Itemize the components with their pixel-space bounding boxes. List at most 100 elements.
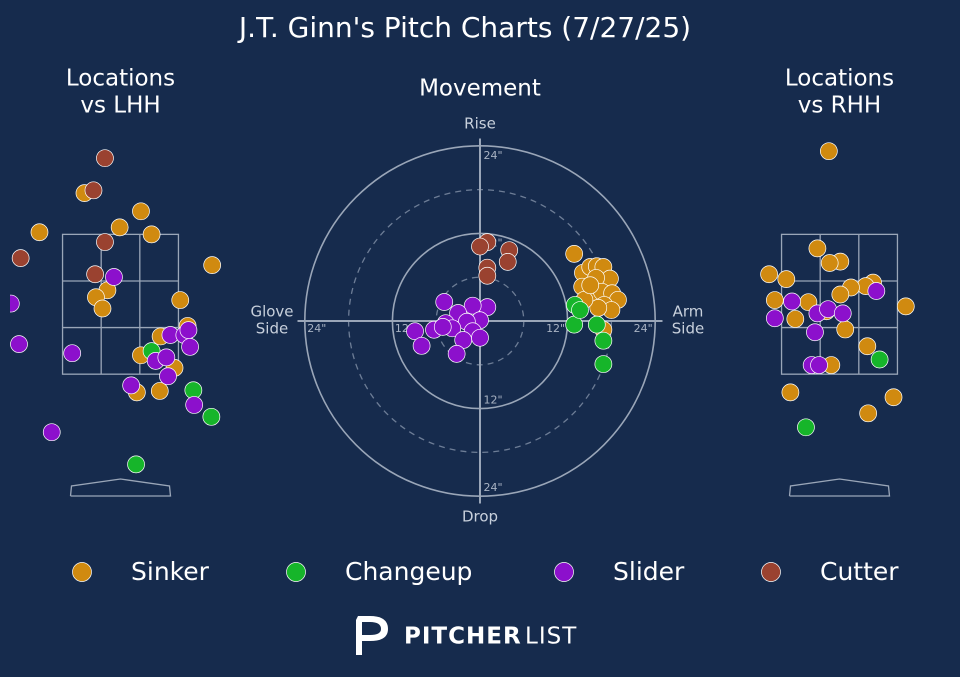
- pitch-point: [202, 407, 221, 426]
- pitch-point: [142, 225, 161, 244]
- pitch-point: [179, 321, 198, 339]
- ring-label: 24": [483, 149, 502, 162]
- ring-label: 12": [483, 394, 502, 407]
- points: [760, 142, 915, 437]
- pitch-point: [127, 455, 145, 474]
- pitch-point: [63, 344, 82, 363]
- pitch-point: [810, 356, 828, 374]
- legend-marker: [761, 562, 781, 582]
- axis-label: Side: [672, 320, 704, 338]
- ring-label: 24": [307, 322, 326, 335]
- pitch-point: [86, 265, 104, 284]
- chart-title: J.T. Ginn's Pitch Charts (7/27/25): [237, 11, 691, 44]
- pitch-point: [831, 285, 850, 304]
- pitch-point: [581, 276, 600, 295]
- pitch-point: [406, 322, 424, 341]
- pitch-point: [150, 382, 169, 400]
- legend-label: Sinker: [131, 557, 210, 586]
- points: [10, 149, 222, 474]
- pitch-point: [594, 355, 613, 373]
- points: [406, 233, 627, 373]
- panel-title: Movement: [419, 76, 541, 102]
- ring-label: 12": [546, 322, 565, 335]
- pitch-point: [96, 233, 114, 251]
- pitch-point: [471, 237, 489, 256]
- pitch-point: [433, 317, 452, 336]
- pitch-point: [463, 296, 482, 315]
- legend-label: Changeup: [345, 557, 472, 586]
- pitch-point: [781, 383, 800, 402]
- logo-icon: [356, 616, 388, 655]
- axis-label: Arm: [673, 303, 704, 321]
- pitch-point: [132, 202, 150, 221]
- legend-label: Cutter: [820, 557, 899, 586]
- pitch-point: [96, 149, 114, 168]
- pitch-point: [777, 270, 796, 288]
- pitch-point: [870, 350, 889, 369]
- axis-label: Glove: [250, 303, 293, 321]
- pitch-point: [797, 418, 815, 437]
- pitch-point: [571, 301, 589, 319]
- pitch-point: [203, 256, 222, 274]
- axis-label: Side: [256, 320, 288, 338]
- pitch-point: [471, 328, 489, 347]
- legend-label: Slider: [613, 557, 685, 586]
- pitch-point: [859, 404, 877, 423]
- pitch-point: [181, 338, 199, 356]
- logo: PITCHER LIST: [356, 616, 577, 655]
- pitch-point: [447, 345, 466, 363]
- pitch-point: [171, 291, 190, 309]
- pitch-point: [93, 299, 112, 318]
- panel-title: Locations: [66, 66, 175, 92]
- logo-light: LIST: [525, 624, 577, 650]
- legend-marker: [554, 562, 574, 582]
- pitch-point: [105, 268, 123, 286]
- pitch-point: [122, 376, 140, 395]
- pitch-point: [412, 336, 431, 355]
- ring-label: 24": [634, 322, 653, 335]
- pitch-point: [820, 142, 838, 161]
- pitch-point: [498, 253, 517, 271]
- pitch-point: [435, 293, 454, 311]
- pitch-point: [11, 249, 30, 267]
- legend-marker: [286, 562, 306, 582]
- panel-title: Locations: [785, 66, 894, 92]
- pitch-point: [30, 223, 49, 242]
- pitch-point: [10, 335, 28, 353]
- panel-title: vs LHH: [80, 93, 160, 119]
- ring-label: 24": [483, 481, 502, 494]
- pitch-point: [896, 297, 915, 316]
- pitch-point: [565, 244, 584, 263]
- pitch-point: [587, 315, 606, 334]
- axis-label: Drop: [462, 508, 498, 526]
- pitch-point: [760, 265, 778, 284]
- pitch-point: [867, 282, 886, 300]
- panel-title: vs RHH: [798, 93, 881, 119]
- home-plate: [788, 478, 891, 497]
- logo-bold: PITCHER: [404, 624, 522, 650]
- pitch-point: [783, 292, 801, 311]
- pitch-point: [84, 181, 103, 200]
- pitch-point: [185, 396, 204, 414]
- pitch-point: [806, 323, 824, 342]
- pitch-point: [42, 423, 61, 442]
- pitch-point: [808, 239, 827, 258]
- pitch-point: [159, 367, 177, 386]
- pitch-point: [765, 291, 784, 309]
- pitch-point: [819, 300, 837, 319]
- pitch-point: [858, 337, 877, 356]
- pitch-point: [157, 348, 176, 367]
- pitch-point: [884, 388, 903, 407]
- pitch-point: [594, 331, 613, 350]
- home-plate: [69, 478, 172, 497]
- pitch-point: [10, 294, 20, 313]
- pitch-point: [836, 320, 855, 339]
- pitch-point: [833, 304, 852, 323]
- pitch-point: [765, 309, 784, 328]
- pitch-point: [820, 254, 839, 272]
- axis-label: Rise: [464, 115, 496, 133]
- legend-marker: [72, 562, 92, 582]
- pitch-point: [110, 218, 129, 237]
- pitch-point: [478, 266, 497, 285]
